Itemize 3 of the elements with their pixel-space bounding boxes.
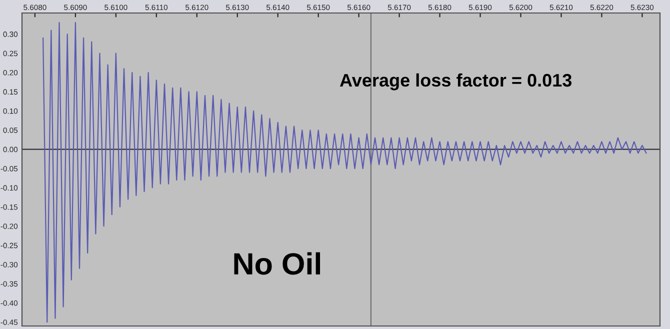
annotation: Average loss factor = 0.013 bbox=[340, 73, 572, 90]
annotation: No Oil bbox=[234, 252, 320, 275]
line-series bbox=[42, 22, 647, 323]
